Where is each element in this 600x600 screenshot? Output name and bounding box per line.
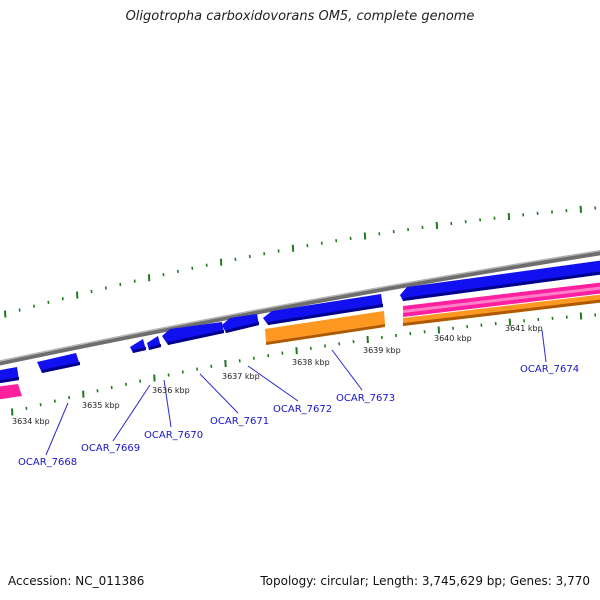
cds-arrow[interactable] <box>400 260 600 301</box>
gene-label-ocar-7673[interactable]: OCAR_7673 <box>336 393 395 404</box>
ruler-label-3635: 3635 kbp <box>82 401 120 410</box>
genome-backbone <box>0 250 600 366</box>
gene-label-leaders <box>45 329 547 456</box>
gene-label-ocar-7669[interactable]: OCAR_7669 <box>81 443 140 454</box>
gene-label-ocar-7670[interactable]: OCAR_7670 <box>144 430 203 441</box>
ruler-label-3638: 3638 kbp <box>292 358 330 367</box>
ruler-label-3634: 3634 kbp <box>12 417 50 426</box>
genome-summary-text: Topology: circular; Length: 3,745,629 bp… <box>260 574 590 588</box>
gene-label-ocar-7671[interactable]: OCAR_7671 <box>210 416 269 427</box>
upper-tick-row <box>4 205 597 318</box>
gene-label-ocar-7672[interactable]: OCAR_7672 <box>273 404 332 415</box>
cds-arrow[interactable] <box>37 353 80 373</box>
ruler-label-3639: 3639 kbp <box>363 346 401 355</box>
orange-feature-1 <box>265 311 385 342</box>
ruler-label-3640: 3640 kbp <box>434 334 472 343</box>
gene-label-ocar-7674[interactable]: OCAR_7674 <box>520 364 579 375</box>
cds-track <box>0 260 600 384</box>
genome-title: Oligotropha carboxidovorans OM5, complet… <box>125 9 475 24</box>
gene-labels: OCAR_7668 OCAR_7669 OCAR_7670 OCAR_7671 … <box>18 364 579 468</box>
ruler-label-3636: 3636 kbp <box>152 386 190 395</box>
kbp-ruler-ticks <box>11 312 597 416</box>
cds-arrow[interactable] <box>263 294 383 325</box>
pink-feature-left <box>0 384 22 400</box>
ruler-label-3641: 3641 kbp <box>505 324 543 333</box>
cds-arrow[interactable] <box>222 314 259 333</box>
accession-text: Accession: NC_011386 <box>8 574 145 588</box>
cds-arrow[interactable] <box>162 322 224 345</box>
ruler-labels: 3634 kbp 3635 kbp 3636 kbp 3637 kbp 3638… <box>12 324 543 426</box>
ruler-label-3637: 3637 kbp <box>222 372 260 381</box>
gene-label-ocar-7668[interactable]: OCAR_7668 <box>18 457 77 468</box>
